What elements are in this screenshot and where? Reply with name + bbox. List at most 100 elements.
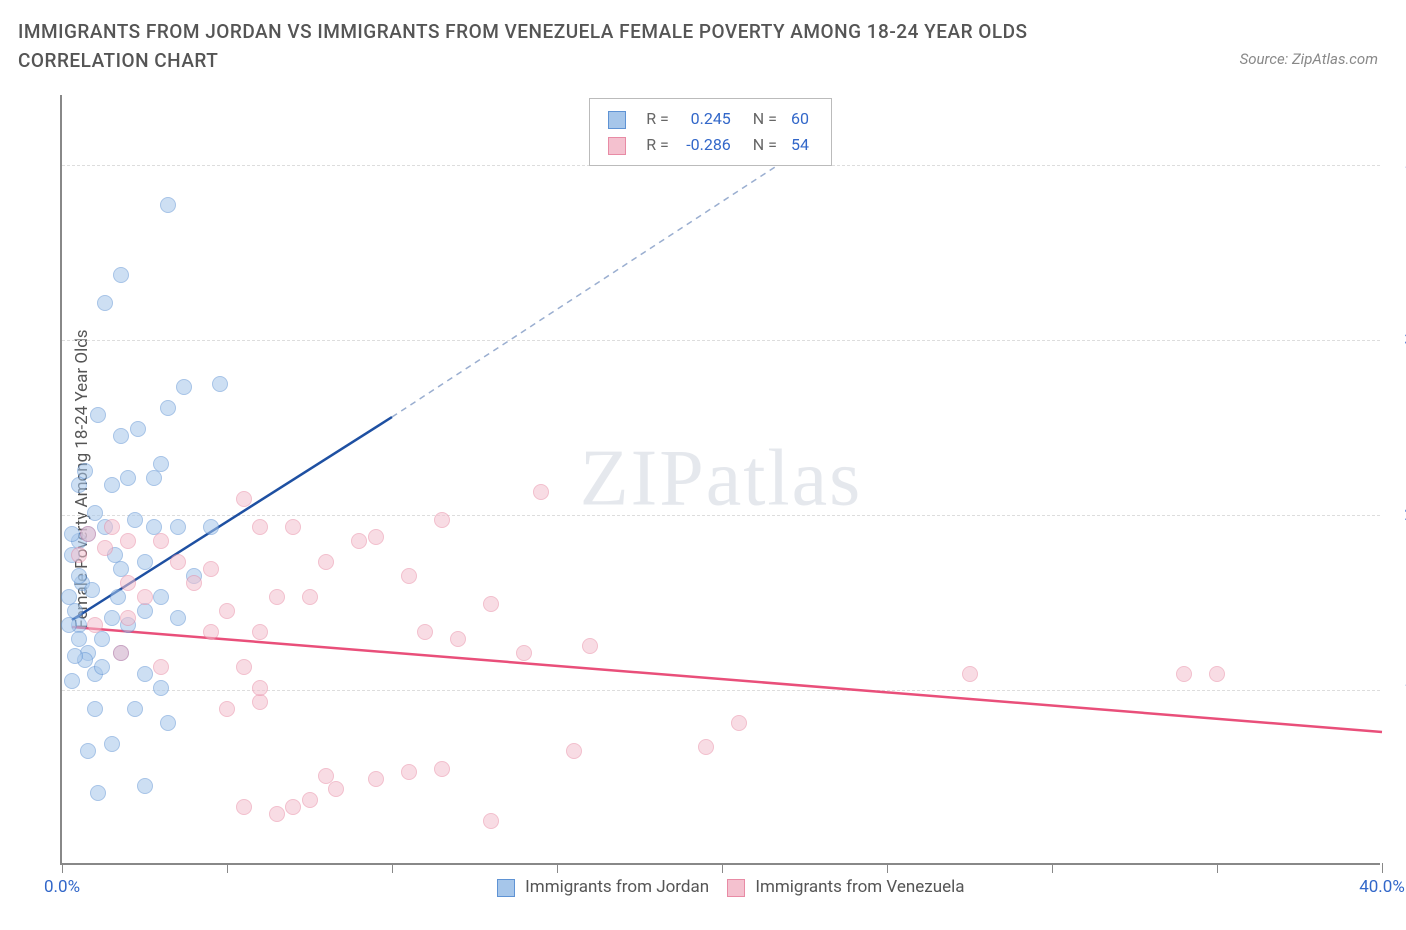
scatter-point	[104, 610, 120, 626]
scatter-point	[130, 421, 146, 437]
scatter-point	[80, 526, 96, 542]
scatter-point	[104, 736, 120, 752]
scatter-point	[516, 645, 532, 661]
scatter-point	[269, 806, 285, 822]
scatter-point	[64, 526, 80, 542]
scatter-point	[566, 743, 582, 759]
scatter-point	[1209, 666, 1225, 682]
n-label: N =	[739, 133, 783, 157]
legend-swatch	[608, 111, 626, 129]
scatter-point	[203, 519, 219, 535]
scatter-point	[67, 648, 83, 664]
stats-legend: R =0.245N =60R =-0.286N =54	[589, 98, 832, 166]
scatter-point	[160, 197, 176, 213]
scatter-point	[582, 638, 598, 654]
scatter-point	[71, 631, 87, 647]
scatter-point	[170, 554, 186, 570]
scatter-point	[97, 540, 113, 556]
scatter-point	[1176, 666, 1192, 682]
scatter-point	[176, 379, 192, 395]
legend-swatch	[608, 137, 626, 155]
scatter-point	[104, 519, 120, 535]
scatter-point	[212, 376, 228, 392]
scatter-point	[219, 603, 235, 619]
scatter-point	[113, 645, 129, 661]
scatter-point	[120, 470, 136, 486]
scatter-point	[962, 666, 978, 682]
scatter-point	[71, 477, 87, 493]
scatter-point	[252, 519, 268, 535]
scatter-point	[64, 673, 80, 689]
scatter-point	[698, 739, 714, 755]
scatter-point	[219, 701, 235, 717]
chart-title: IMMIGRANTS FROM JORDAN VS IMMIGRANTS FRO…	[18, 18, 1118, 75]
scatter-point	[94, 631, 110, 647]
scatter-point	[269, 589, 285, 605]
trend-dash-0	[392, 137, 821, 417]
scatter-point	[203, 624, 219, 640]
n-value: 54	[785, 133, 815, 157]
x-tick	[1382, 863, 1383, 873]
scatter-point	[97, 295, 113, 311]
legend-series-name: Immigrants from Jordan	[525, 877, 709, 897]
scatter-point	[120, 575, 136, 591]
scatter-point	[533, 484, 549, 500]
scatter-point	[127, 701, 143, 717]
scatter-point	[90, 785, 106, 801]
scatter-point	[160, 400, 176, 416]
scatter-point	[127, 512, 143, 528]
scatter-point	[203, 561, 219, 577]
scatter-point	[61, 617, 77, 633]
scatter-point	[401, 568, 417, 584]
scatter-point	[170, 610, 186, 626]
scatter-point	[110, 589, 126, 605]
scatter-point	[87, 701, 103, 717]
r-value: 0.245	[677, 107, 737, 131]
scatter-point	[351, 533, 367, 549]
legend-swatch	[497, 879, 515, 897]
r-label: R =	[640, 133, 675, 157]
legend-item: Immigrants from Venezuela	[727, 877, 964, 897]
x-tick-label-right: 40.0%	[1359, 877, 1405, 897]
scatter-point	[302, 792, 318, 808]
scatter-point	[113, 428, 129, 444]
source-label: Source: ZipAtlas.com	[1240, 50, 1378, 68]
scatter-point	[731, 715, 747, 731]
scatter-point	[137, 589, 153, 605]
scatter-point	[285, 799, 301, 815]
stats-row: R =0.245N =60	[602, 107, 815, 131]
scatter-point	[285, 519, 301, 535]
n-label: N =	[739, 107, 783, 131]
scatter-point	[252, 680, 268, 696]
scatter-point	[302, 589, 318, 605]
scatter-point	[137, 778, 153, 794]
stats-row: R =-0.286N =54	[602, 133, 815, 157]
scatter-point	[186, 575, 202, 591]
scatter-point	[80, 743, 96, 759]
legend-swatch	[727, 879, 745, 897]
plot-area: Female Poverty Among 18-24 Year Olds ZIP…	[60, 95, 1380, 865]
scatter-point	[137, 666, 153, 682]
scatter-point	[104, 477, 120, 493]
scatter-point	[87, 617, 103, 633]
legend-item: Immigrants from Jordan	[497, 877, 709, 897]
scatter-point	[153, 659, 169, 675]
scatter-point	[483, 813, 499, 829]
trend-svg	[62, 95, 1382, 865]
r-label: R =	[640, 107, 675, 131]
chart-container: IMMIGRANTS FROM JORDAN VS IMMIGRANTS FRO…	[0, 0, 1406, 930]
scatter-point	[434, 761, 450, 777]
scatter-point	[153, 680, 169, 696]
scatter-point	[368, 771, 384, 787]
scatter-point	[153, 533, 169, 549]
scatter-point	[328, 781, 344, 797]
r-value: -0.286	[677, 133, 737, 157]
scatter-point	[120, 610, 136, 626]
scatter-point	[94, 659, 110, 675]
scatter-point	[450, 631, 466, 647]
scatter-point	[113, 267, 129, 283]
scatter-point	[87, 505, 103, 521]
scatter-point	[146, 470, 162, 486]
scatter-point	[236, 659, 252, 675]
scatter-point	[71, 568, 87, 584]
